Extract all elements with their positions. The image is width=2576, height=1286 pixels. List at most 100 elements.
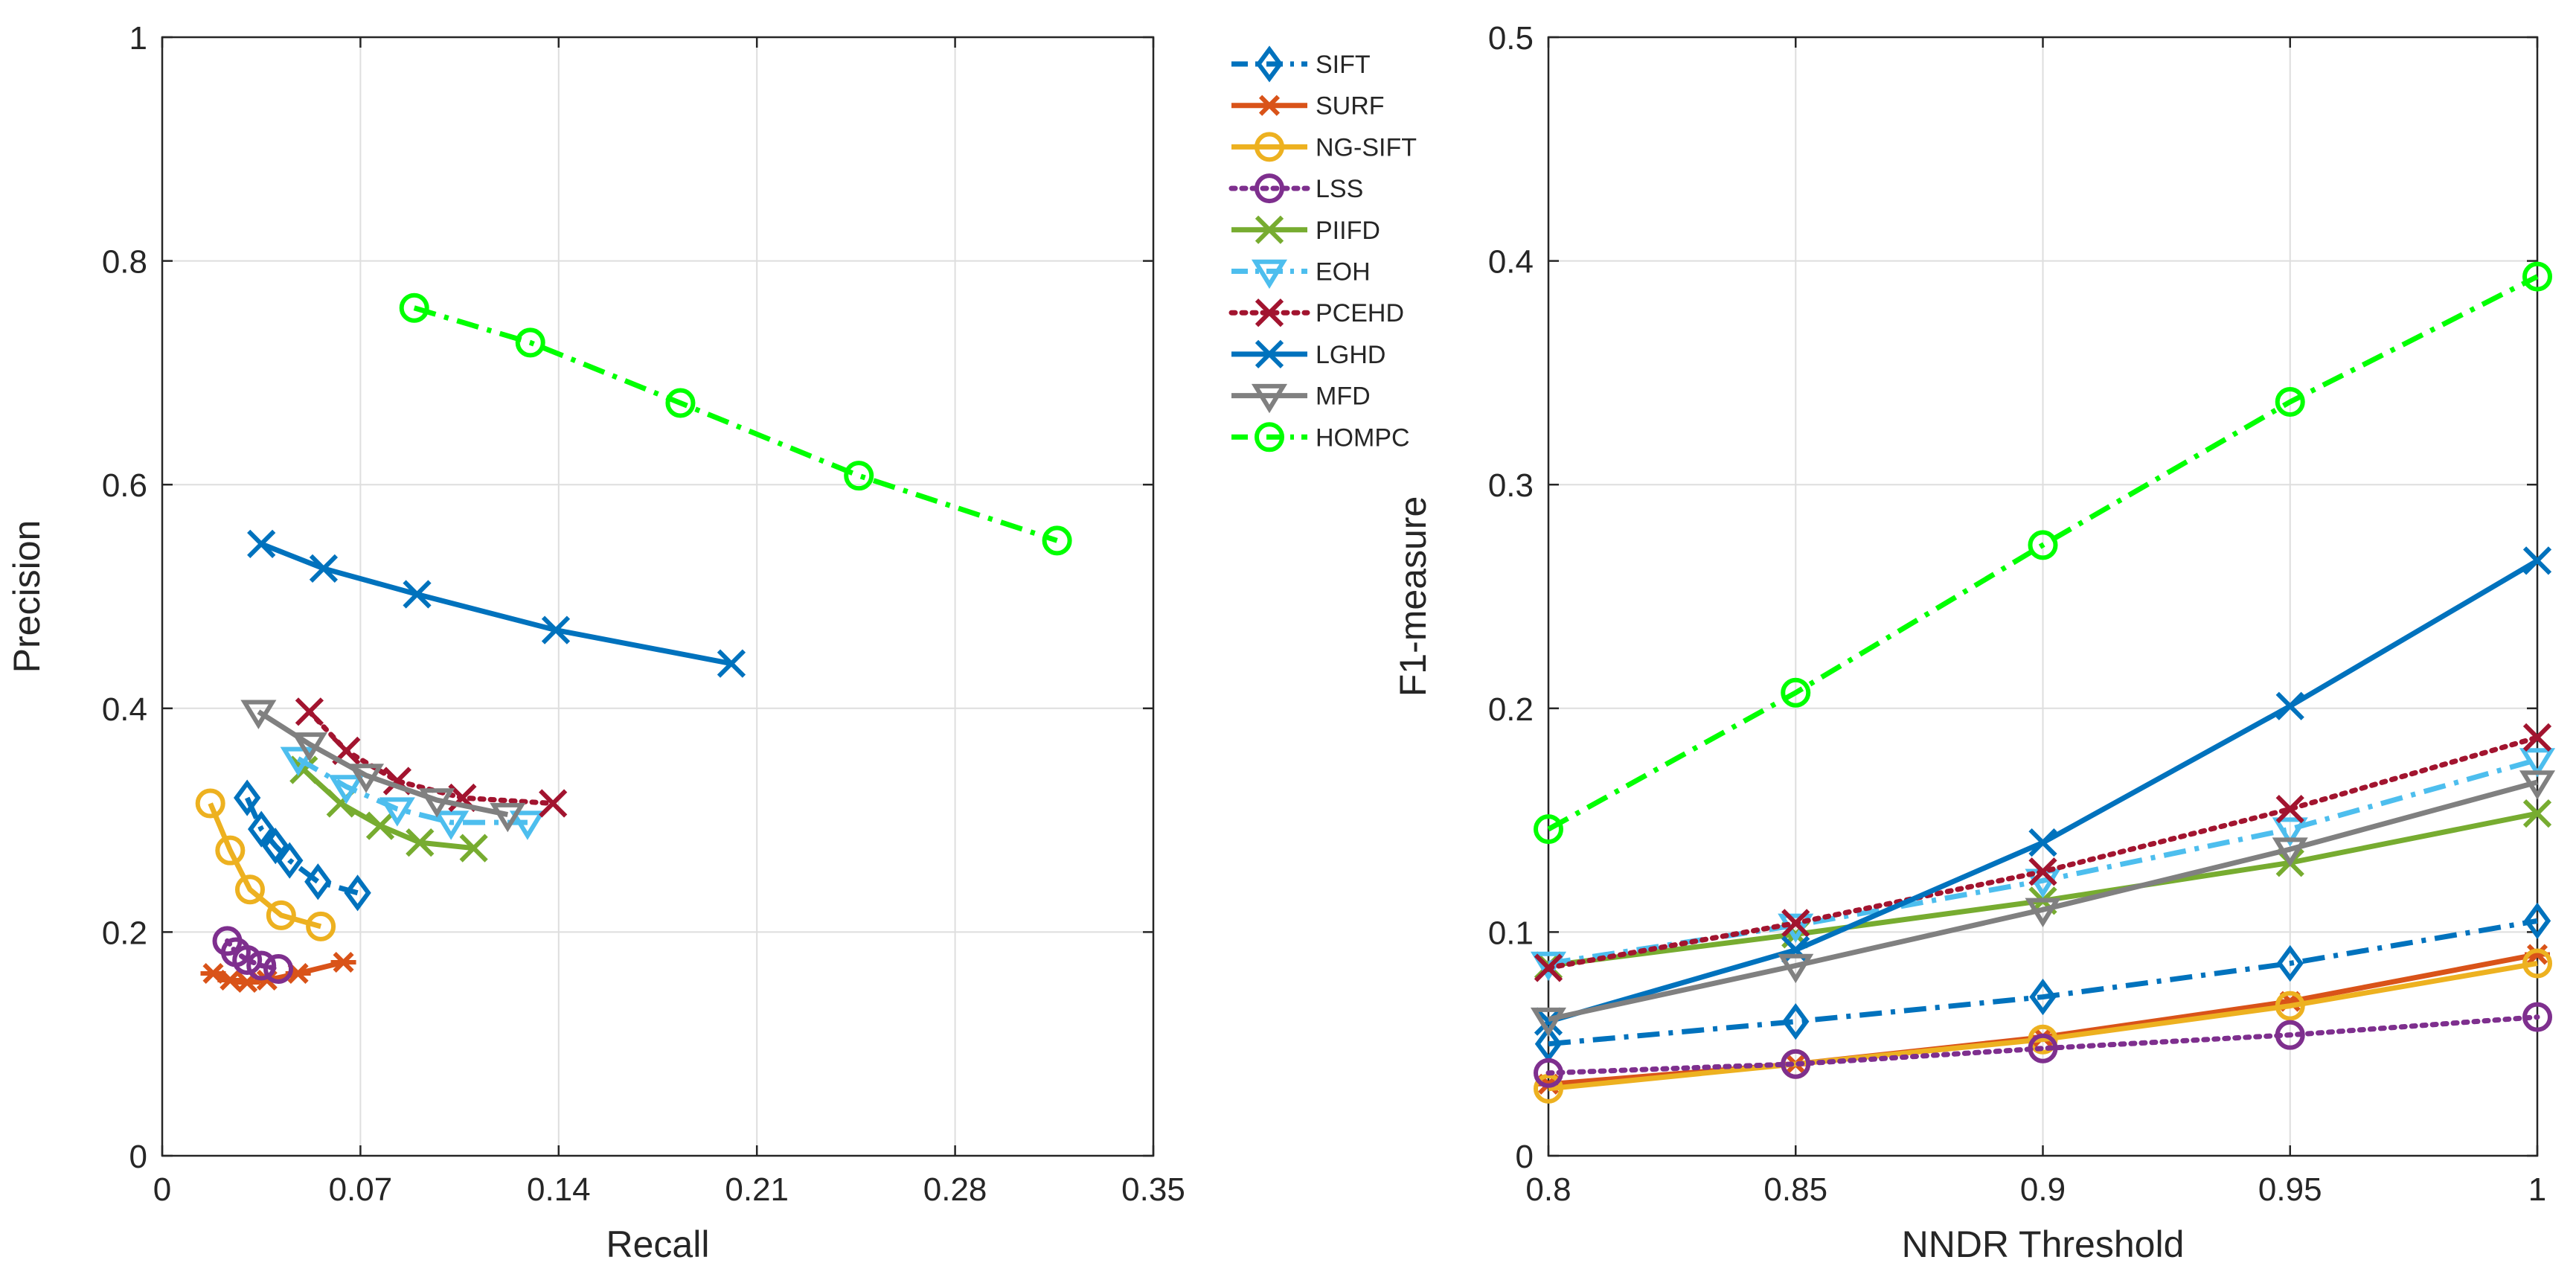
mfd-point [347,764,385,793]
series-piifd [289,755,488,863]
eoh-point [2272,817,2308,847]
eoh-line [296,756,528,825]
y-tick-label: 0.8 [102,244,147,281]
mfd-point [490,802,526,833]
series-mfd [1530,770,2556,1037]
pcehd-point [2275,794,2304,824]
ng-sift-point [306,911,336,941]
legend-label: LGHD [1316,341,1385,369]
ng-sift-point [234,874,265,905]
tick-labels: 0 0.07 0.14 0.21 0.28 0.35 0 0.2 0.4 0.6 0.8 1 [102,20,1185,1208]
y-tick-label: 1 [129,20,147,57]
mfd-point [291,732,327,762]
ng-sift-line [1548,961,2538,1092]
pcehd-point [539,789,568,818]
eoh-point [1530,951,1567,982]
hompc-point [2275,386,2305,417]
pcehd-point [2028,857,2057,886]
ng-sift-point [1534,1073,1563,1104]
series-group [1530,261,2556,1104]
y-axis-label: F1-measure [1392,496,1434,697]
legend-marker [1255,173,1284,204]
lss-point [1534,1058,1563,1088]
legend-marker [1255,215,1284,244]
legend-item-mfd: MFD [1231,383,1371,414]
legend-marker [1255,298,1284,327]
sift-point [304,863,332,900]
series-lghd [1534,546,2552,1036]
lghd-point [403,580,432,609]
piifd-point [289,755,318,784]
legend-label: PCEHD [1316,299,1404,327]
legend-label: LSS [1316,175,1363,203]
pcehd-point [2522,723,2552,752]
f1-nndr-plot: 0.8 0.85 0.9 0.95 1 0 0.1 0.2 0.3 0.4 0.5 NNDR Thre… [1392,20,2556,1265]
x-tick-label: 0.85 [1763,1171,1827,1208]
lss-point [263,953,294,984]
hompc-point [665,388,696,418]
series-ng-sift [195,788,336,941]
series-hompc [399,292,1072,556]
ng-sift-point [2522,948,2552,979]
sift-point [262,828,289,865]
eoh-point [2519,748,2556,778]
sift-point [233,779,261,816]
grid-lines [1548,37,2537,1156]
legend-label: MFD [1316,383,1371,411]
lghd-point [1781,935,1810,964]
hompc-line [1547,274,2539,832]
eoh-point [379,797,415,827]
y-tick-label: 0.4 [1488,244,1534,281]
axes-box [161,36,1155,1157]
hompc-point [2522,261,2552,292]
mfd-point [2272,837,2308,867]
legend-item-surf: SURF [1231,92,1385,121]
lss-point [1781,1049,1811,1079]
legend-item-eoh: EOH [1231,258,1371,289]
series-pcehd [1534,723,2552,982]
legend-item-lss: LSS [1228,173,1363,204]
lghd-point [2028,828,2057,857]
grid-lines [162,37,1153,1156]
legend-item-hompc: HOMPC [1231,422,1410,452]
y-tick-label: 0.2 [1488,691,1534,728]
series-eoh [280,746,545,840]
hompc-point [1534,814,1563,845]
mfd-point [1530,1007,1567,1037]
eoh-point [328,775,365,804]
mfd-point [2519,770,2556,800]
sift-point [2029,978,2057,1016]
pcehd-point [1781,909,1810,938]
legend-item-piifd: PIIFD [1231,215,1380,245]
mfd-point [1778,953,1814,984]
sift-point [2276,944,2304,982]
legend-label: HOMPC [1316,423,1410,452]
legend-label: PIIFD [1316,217,1380,245]
hompc-point [515,327,545,358]
lss-point [2028,1033,2058,1063]
mfd-point [240,700,277,729]
sift-point [1782,1003,1810,1040]
legend-label: SURF [1316,92,1385,121]
lghd-point [541,615,571,644]
x-tick-label: 0 [153,1171,171,1208]
eoh-point [433,810,470,840]
mfd-line [1548,779,2538,1023]
lss-point [2275,1020,2305,1050]
lghd-point [2522,546,2552,575]
surf-point [217,970,243,991]
legend-item-sift: SIFT [1231,45,1371,83]
sift-line [1548,918,2538,1047]
eoh-point [280,746,316,777]
pcehd-point [295,697,324,726]
x-axis-label: Recall [606,1223,710,1265]
legend-marker [1257,95,1282,116]
legend-marker [1255,45,1284,83]
series-lss [1534,1002,2552,1088]
x-tick-label: 0.21 [725,1171,789,1208]
lghd-point [717,649,746,678]
piifd-point [365,811,395,840]
lss-point [232,944,263,975]
x-tick-label: 0.95 [2258,1171,2322,1208]
